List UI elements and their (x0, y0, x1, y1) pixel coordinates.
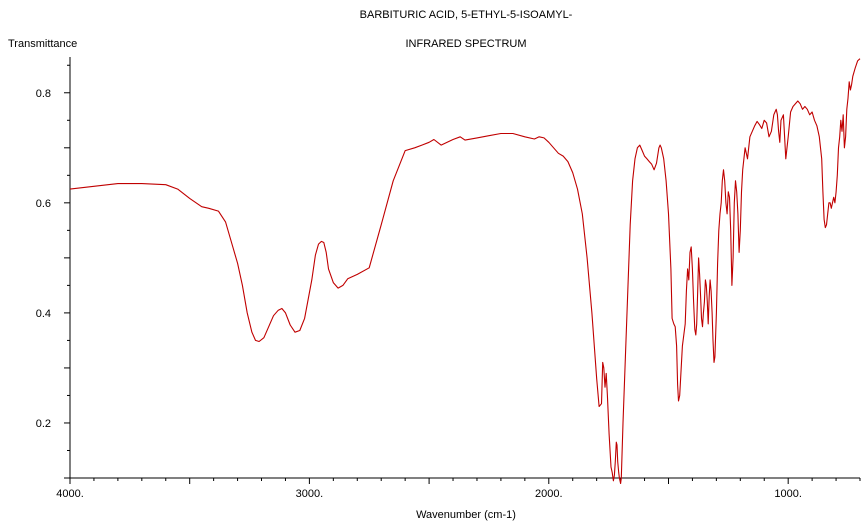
ticks: 4000. 3000. 2000. 1000. 0.2 0.4 0.6 0.8 (36, 64, 861, 500)
series-layer (69, 58, 861, 485)
x-tick-label: 1000. (774, 488, 802, 500)
spectrum-line (69, 58, 861, 485)
x-tick-label: 2000. (535, 488, 563, 500)
axes (69, 57, 860, 479)
chart-title: BARBITURIC ACID, 5-ETHYL-5-ISOAMYL- (360, 9, 573, 21)
x-tick-label: 4000. (56, 488, 84, 500)
y-tick-label: 0.2 (36, 418, 51, 430)
chart-subtitle: INFRARED SPECTRUM (405, 38, 526, 50)
x-axis-label: Wavenumber (cm-1) (416, 509, 516, 521)
y-tick-label: 0.6 (36, 198, 51, 210)
y-tick-label: 0.8 (36, 88, 51, 100)
x-tick-label: 3000. (296, 488, 324, 500)
y-tick-label: 0.4 (36, 308, 51, 320)
y-axis-label: Transmittance (8, 38, 77, 50)
